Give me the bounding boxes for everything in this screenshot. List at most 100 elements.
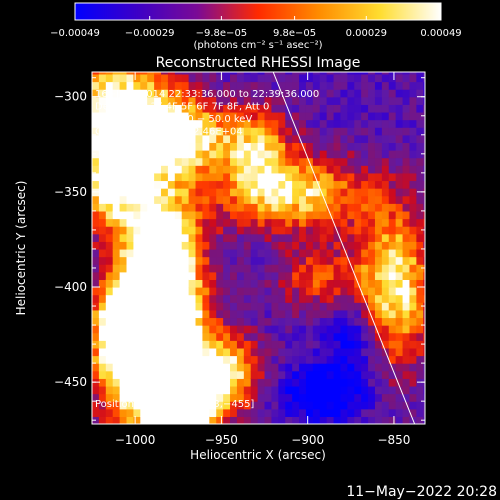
heatmap-cell [181, 210, 190, 220]
heatmap-cell [326, 264, 335, 273]
heatmap-cell [154, 264, 162, 273]
heatmap-cell [216, 134, 224, 143]
heatmap-cell [195, 73, 204, 83]
heatmap-cell [209, 279, 217, 288]
heatmap-cell [230, 279, 238, 288]
heatmap-cell [381, 96, 390, 105]
heatmap-cell [271, 180, 279, 189]
heatmap-cell [319, 347, 328, 357]
heatmap-cell [271, 287, 279, 296]
heatmap-cell [319, 127, 328, 136]
heatmap-cell [250, 89, 259, 98]
heatmap-cell [333, 294, 342, 303]
heatmap-cell [98, 393, 107, 402]
heatmap-cell [223, 226, 231, 235]
heatmap-cell [112, 302, 121, 311]
heatmap-cell [230, 347, 238, 357]
heatmap-cell [195, 302, 204, 311]
heatmap-cell [354, 416, 362, 424]
heatmap-cell [368, 271, 376, 280]
heatmap-cell [126, 408, 135, 417]
heatmap-cell [98, 180, 107, 189]
heatmap-cell [416, 157, 424, 166]
heatmap-cell [312, 142, 321, 151]
heatmap-cell [195, 393, 204, 402]
heatmap-cell [402, 271, 411, 280]
heatmap-cell [409, 195, 417, 204]
heatmap-cell [202, 73, 210, 83]
heatmap-cell [264, 332, 273, 341]
heatmap-cell [147, 188, 155, 197]
heatmap-cell [305, 271, 314, 280]
heatmap-cell [257, 134, 266, 143]
heatmap-cell [147, 279, 155, 288]
heatmap-cell [257, 180, 266, 189]
heatmap-cell [147, 104, 155, 113]
heatmap-cell [230, 317, 238, 326]
heatmap-cell [388, 416, 397, 424]
heatmap-cell [299, 134, 307, 143]
heatmap-cell [209, 416, 217, 424]
heatmap-cell [388, 287, 397, 296]
heatmap-cell [271, 325, 279, 334]
heatmap-cell [368, 401, 376, 410]
heatmap-cell [388, 302, 397, 311]
heatmap-cell [264, 378, 273, 387]
heatmap-cell [395, 378, 404, 387]
heatmap-cell [423, 355, 425, 364]
heatmap-cell [402, 233, 411, 242]
heatmap-cell [236, 294, 245, 303]
heatmap-cell [188, 332, 197, 341]
heatmap-cell [381, 401, 390, 410]
heatmap-cell [368, 393, 376, 402]
heatmap-cell [236, 73, 245, 83]
heatmap-cell [105, 157, 114, 166]
heatmap-cell [257, 378, 266, 387]
heatmap-cell [250, 302, 259, 311]
heatmap-cell [223, 385, 231, 395]
heatmap-cell [264, 302, 273, 311]
heatmap-cell [105, 127, 114, 136]
heatmap-cell [230, 81, 238, 90]
heatmap-cell [409, 142, 417, 151]
heatmap-cell [167, 256, 176, 265]
heatmap-cell [140, 256, 148, 265]
heatmap-cell [333, 96, 342, 105]
heatmap-cell [388, 264, 397, 273]
heatmap-cell [126, 248, 135, 258]
heatmap-cell [347, 73, 355, 83]
heatmap-cell [92, 96, 100, 105]
heatmap-cell [209, 393, 217, 402]
heatmap-cell [368, 73, 376, 83]
heatmap-cell [243, 332, 252, 341]
heatmap-cell [278, 294, 286, 303]
heatmap-cell [92, 309, 100, 319]
heatmap-cell [112, 401, 121, 410]
heatmap-cell [312, 416, 321, 424]
heatmap-cell [161, 210, 169, 220]
heatmap-cell [140, 218, 148, 227]
heatmap-cell [312, 157, 321, 166]
heatmap-cell [264, 279, 273, 288]
heatmap-cell [381, 317, 390, 326]
heatmap-cell [361, 317, 369, 326]
heatmap-cell [305, 385, 314, 395]
heatmap-cell [236, 226, 245, 235]
heatmap-cell [257, 210, 266, 220]
heatmap-cell [299, 81, 307, 90]
heatmap-cell [299, 104, 307, 113]
heatmap-cell [257, 309, 266, 319]
heatmap-cell [381, 157, 390, 166]
heatmap-cell [147, 218, 155, 227]
heatmap-cell [264, 271, 273, 280]
heatmap-cell [402, 104, 411, 113]
heatmap-cell [312, 180, 321, 189]
heatmap-cell [216, 119, 224, 128]
heatmap-cell [154, 385, 162, 395]
heatmap-cell [230, 248, 238, 258]
heatmap-cell [243, 180, 252, 189]
heatmap-cell [292, 72, 300, 75]
heatmap-cell [374, 89, 383, 98]
heatmap-cell [388, 340, 397, 349]
heatmap-cell [92, 81, 100, 90]
